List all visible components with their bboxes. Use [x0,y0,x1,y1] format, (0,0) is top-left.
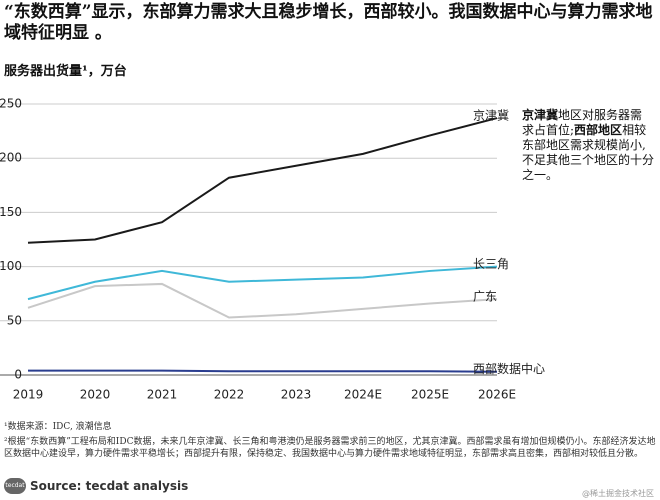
series-line [27,265,498,301]
source: Source: tecdat analysis [30,479,189,493]
series-line [27,282,498,319]
annotation-text: 西部地区 [574,123,623,137]
x-tick-label: 2020 [80,388,111,402]
y-tick-label: 100 [0,259,22,273]
annotation-text: 京津冀 [522,108,559,122]
logo: tecdat [4,478,26,494]
annotation: 京津冀地区对服务器需求占首位;西部地区相较东部地区需求规模尚小,不足其他三个地区… [522,108,654,183]
series-label: 京津冀 [473,109,509,123]
chart-title: “东数西算”显示，东部算力需求大且稳步增长，西部较小。我国数据中心与算力需求地域… [4,2,653,43]
y-tick-label: 250 [0,97,22,111]
series-label: 西部数据中心 [473,361,545,376]
y-tick-label: 50 [7,313,22,327]
footnote: ²根据“东数西算”工程布局和IDC数据，未来几年京津冀、长三角和粤港澳仍是服务器… [4,437,656,459]
series-label: 广东 [473,290,497,304]
y-tick-label: 200 [0,151,22,165]
x-tick-label: 2025E [411,388,449,402]
annotation-text: 地区对服务器需求占首位; [522,108,643,137]
series-line [27,117,498,244]
watermark: @稀土掘金技术社区 [582,489,654,498]
annotation-text: 相较东部地区需求规模尚小,不足其他三个地区的十分之一。 [522,123,655,182]
x-tick-label: 2023 [281,388,312,402]
x-tick-label: 2026E [478,388,516,402]
series-label: 长三角 [473,257,509,271]
series-line [28,369,498,373]
footnote: ¹数据来源：IDC, 浪潮信息 [4,422,112,432]
x-tick-label: 2019 [13,388,44,402]
x-tick-label: 2022 [214,388,245,402]
chart-subtitle: 服务器出货量¹，万台 [4,64,127,79]
y-tick-label: 0 [14,368,22,382]
x-tick-label: 2024E [344,388,382,402]
x-tick-label: 2021 [147,388,178,402]
y-tick-label: 150 [0,205,22,219]
